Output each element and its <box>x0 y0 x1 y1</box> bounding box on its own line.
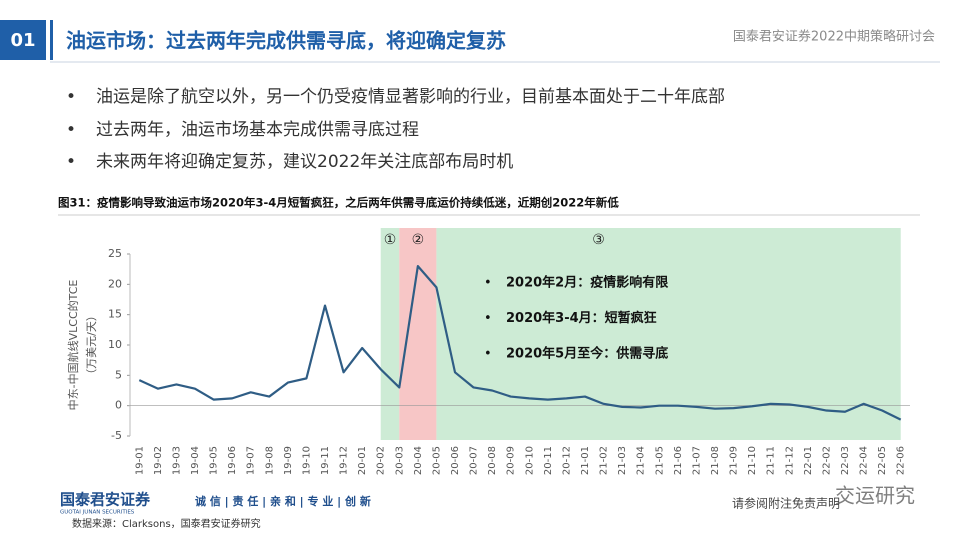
x-tick-label: 20-11 <box>543 446 554 475</box>
region <box>436 228 901 440</box>
annotation-dot: • <box>484 347 492 362</box>
x-tick-label: 20-07 <box>469 446 480 475</box>
y-tick-label: 10 <box>108 338 122 351</box>
x-tick-label: 21-08 <box>710 446 721 475</box>
x-tick-label: 22-01 <box>803 446 814 475</box>
x-tick-label: 21-12 <box>784 446 795 475</box>
region <box>380 228 400 440</box>
region-label: ① <box>384 232 397 248</box>
data-line <box>138 265 902 421</box>
slide-number: 01 <box>10 30 35 51</box>
y-tick-label: -5 <box>111 429 122 442</box>
y-tick-label: 15 <box>108 308 122 321</box>
number-box <box>0 20 46 60</box>
logo: 国泰君安证券 <box>60 491 151 509</box>
x-tick-label: 19-05 <box>209 446 220 475</box>
x-tick-label: 19-01 <box>134 446 145 475</box>
x-tick-label: 19-07 <box>246 446 257 475</box>
bullet: 未来两年将迎确定复苏，建议2022年关注底部布局时机 <box>96 152 513 172</box>
source: 数据来源：Clarksons，国泰君安证券研究 <box>72 517 261 530</box>
x-tick-label: 19-03 <box>171 446 182 475</box>
annotation-dot: • <box>484 311 492 326</box>
bullet-dot: • <box>66 87 76 107</box>
x-tick-label: 20-09 <box>506 446 517 475</box>
x-tick-label: 22-02 <box>821 446 832 475</box>
x-tick-label: 20-12 <box>561 446 572 475</box>
x-tick-label: 19-04 <box>190 446 201 475</box>
x-tick-label: 20-03 <box>394 446 405 475</box>
chart: ① ② ③ -5 0 5 10 15 20 25 中东-中国航线VLCC的TCE （万美元/天） 19-… <box>66 228 910 475</box>
x-tick-label: 22-03 <box>840 446 851 475</box>
annotation: 2020年5月至今：供需寻底 <box>506 346 668 362</box>
watermark: 交运研究 <box>835 484 915 508</box>
figure-caption: 图31：疫情影响导致油运市场2020年3-4月短暂疯狂，之后两年供需寻底运价持续… <box>58 196 619 210</box>
bullet-dot: • <box>66 152 76 172</box>
y-axis-label: （万美元/天） <box>85 310 98 380</box>
title-accent <box>50 20 53 60</box>
x-tick-label: 21-09 <box>729 446 740 475</box>
annotation: 2020年2月：疫情影响有限 <box>506 275 669 291</box>
bullet-dot: • <box>66 120 76 140</box>
x-tick-label: 19-06 <box>227 446 238 475</box>
x-tick-label: 19-10 <box>301 446 312 475</box>
disclaimer: 请参阅附注免责声明 <box>732 496 840 511</box>
slide-title: 油运市场：过去两年完成供需寻底，将迎确定复苏 <box>66 29 506 53</box>
slogan: 诚 信 | 责 任 | 亲 和 | 专 业 | 创 新 <box>195 494 371 508</box>
x-tick-label: 20-08 <box>487 446 498 475</box>
x-tick-label: 19-02 <box>153 446 164 475</box>
y-axis-label: 中东-中国航线VLCC的TCE <box>66 280 80 411</box>
x-tick-label: 20-04 <box>413 446 424 475</box>
x-tick-label: 20-06 <box>450 446 461 475</box>
x-tick-label: 22-04 <box>859 446 870 475</box>
x-tick-label: 20-02 <box>376 446 387 475</box>
x-tick-label: 21-02 <box>599 446 610 475</box>
x-tick-label: 20-10 <box>524 446 535 475</box>
x-tick-label: 21-06 <box>673 446 684 475</box>
x-tick-label: 19-09 <box>283 446 294 475</box>
region <box>399 228 437 440</box>
logo-en: GUOTAI JUNAN SECURITIES <box>60 510 135 516</box>
x-tick-label: 20-01 <box>357 446 368 475</box>
region-label: ② <box>412 232 425 248</box>
y-tick-label: 20 <box>108 277 122 290</box>
x-tick-label: 19-11 <box>320 446 331 475</box>
x-tick-label: 21-05 <box>654 446 665 475</box>
x-tick-label: 21-07 <box>691 446 702 475</box>
x-tick-label: 22-06 <box>896 446 907 475</box>
annotation-dot: • <box>484 276 492 291</box>
x-tick-label: 20-05 <box>431 446 442 475</box>
x-tick-label: 21-03 <box>617 446 628 475</box>
bullet: 油运是除了航空以外，另一个仍受疫情显著影响的行业，目前基本面处于二十年底部 <box>96 87 725 107</box>
x-tick-label: 22-05 <box>877 446 888 475</box>
y-tick-label: 25 <box>108 247 122 260</box>
x-tick-label: 21-04 <box>636 446 647 475</box>
y-tick-label: 0 <box>115 399 122 412</box>
x-tick-label: 21-11 <box>766 446 777 475</box>
event-name: 国泰君安证券2022中期策略研讨会 <box>733 29 935 45</box>
x-tick-label: 21-10 <box>747 446 758 475</box>
y-tick-label: 5 <box>115 368 122 381</box>
x-tick-label: 21-01 <box>580 446 591 475</box>
region-label: ③ <box>592 232 605 248</box>
bullet: 过去两年，油运市场基本完成供需寻底过程 <box>96 120 419 140</box>
annotation: 2020年3-4月：短暂疯狂 <box>506 310 657 326</box>
x-tick-label: 19-08 <box>264 446 275 475</box>
x-tick-label: 19-12 <box>339 446 350 475</box>
